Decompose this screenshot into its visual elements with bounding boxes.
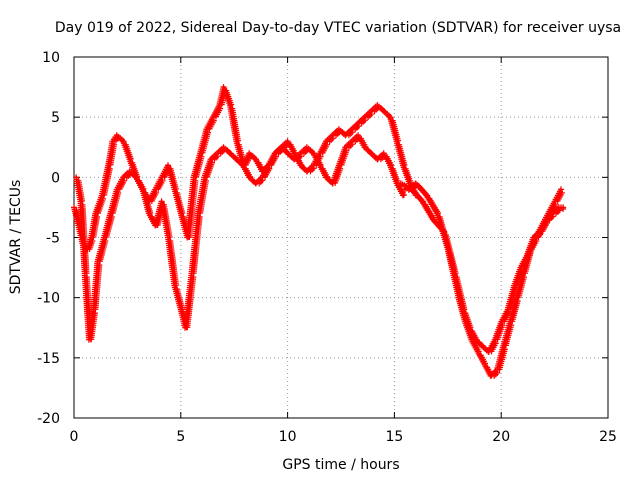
data-point <box>272 153 279 160</box>
data-point <box>508 322 515 329</box>
data-point <box>499 322 506 329</box>
data-point <box>202 177 209 184</box>
data-point <box>492 340 499 347</box>
data-point <box>558 186 565 193</box>
x-tick-label: 25 <box>599 429 617 445</box>
data-point <box>512 286 519 293</box>
x-tick-label: 15 <box>385 429 403 445</box>
data-point <box>524 256 531 263</box>
y-tick-label: -15 <box>37 351 60 367</box>
y-tick-label: 10 <box>42 50 60 66</box>
data-point <box>552 201 559 208</box>
data-point <box>198 153 205 160</box>
data-point <box>94 213 101 220</box>
data-point <box>115 189 122 196</box>
data-point <box>323 141 330 148</box>
data-point <box>560 204 567 211</box>
data-point <box>501 346 508 353</box>
x-tick-label: 10 <box>279 429 297 445</box>
y-axis-label: SDTVAR / TECUs <box>8 180 24 295</box>
data-points <box>71 84 567 379</box>
data-point <box>399 192 406 199</box>
chart-title: Day 019 of 2022, Sidereal Day-to-day VTE… <box>55 20 621 36</box>
y-tick-label: -5 <box>46 231 60 247</box>
data-point <box>89 238 96 245</box>
data-point <box>343 147 350 154</box>
data-point <box>217 105 224 112</box>
data-point <box>543 219 550 226</box>
axis-ticks: 0 5 10 15 20 25 -20 -15 -10 -5 0 5 10 <box>37 50 617 445</box>
x-tick-label: 20 <box>492 429 510 445</box>
data-point <box>108 213 115 220</box>
data-point <box>106 165 113 172</box>
data-point <box>518 268 525 275</box>
data-point <box>337 165 344 172</box>
data-point <box>111 141 118 148</box>
data-point <box>102 238 109 245</box>
x-tick-label: 5 <box>176 429 185 445</box>
data-point <box>210 117 217 124</box>
x-axis-label: GPS time / hours <box>282 457 399 473</box>
y-tick-label: -10 <box>37 291 60 307</box>
data-point <box>505 310 512 317</box>
y-tick-label: -20 <box>37 411 60 427</box>
y-tick-label: 0 <box>51 170 60 186</box>
data-point <box>96 262 103 269</box>
data-point <box>204 129 211 136</box>
data-point <box>558 189 565 196</box>
x-tick-label: 0 <box>70 429 79 445</box>
data-point <box>153 189 160 196</box>
data-point <box>531 238 538 245</box>
y-tick-label: 5 <box>51 110 60 126</box>
data-point <box>100 195 107 202</box>
data-point <box>208 159 215 166</box>
data-point <box>192 177 199 184</box>
data-point <box>159 177 166 184</box>
data-point <box>121 177 128 184</box>
data-point <box>514 298 521 305</box>
